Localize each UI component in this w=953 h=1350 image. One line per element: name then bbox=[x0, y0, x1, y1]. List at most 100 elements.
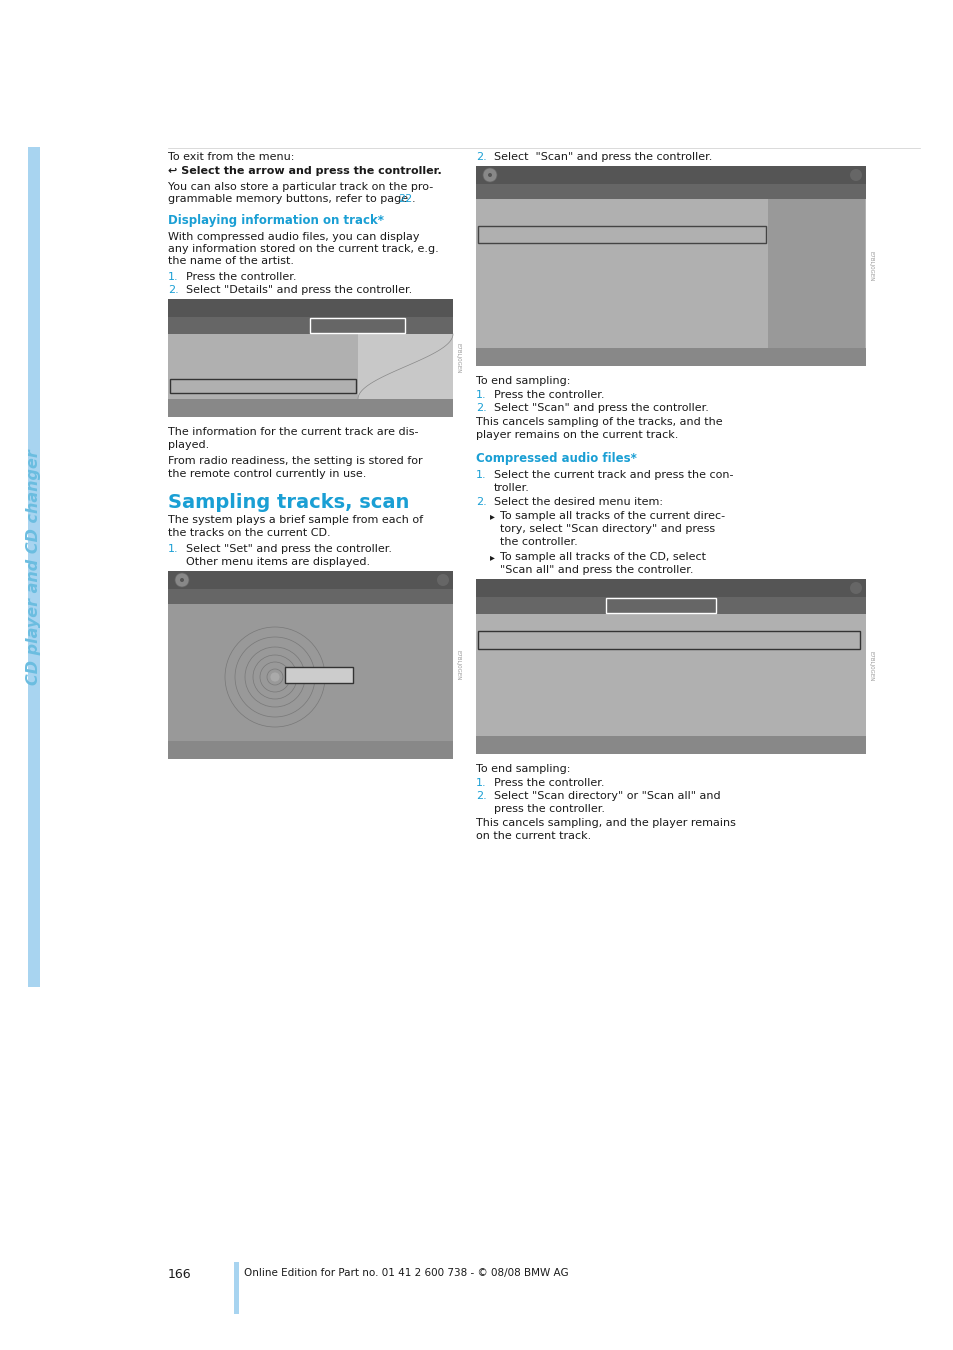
Text: To end sampling:: To end sampling: bbox=[476, 377, 570, 386]
Text: grammable memory buttons, refer to page: grammable memory buttons, refer to page bbox=[168, 194, 411, 204]
Circle shape bbox=[436, 574, 449, 586]
Text: tory, select "Scan directory" and press: tory, select "Scan directory" and press bbox=[499, 524, 715, 535]
Bar bbox=[476, 166, 865, 366]
Text: 1.: 1. bbox=[476, 778, 486, 788]
Text: ◆: ◆ bbox=[438, 574, 446, 585]
Text: Select "Details" and press the controller.: Select "Details" and press the controlle… bbox=[186, 285, 412, 296]
Text: Select the current track and press the con-: Select the current track and press the c… bbox=[494, 470, 733, 481]
Text: played.: played. bbox=[168, 440, 209, 450]
Text: Select "Scan directory" or "Scan all" and: Select "Scan directory" or "Scan all" an… bbox=[494, 791, 720, 801]
Text: ◆: ◆ bbox=[851, 169, 859, 180]
Bar bbox=[168, 571, 453, 589]
Text: 10: 10 bbox=[837, 202, 849, 212]
Text: 02: 02 bbox=[411, 641, 422, 649]
Text: ▴: ▴ bbox=[433, 350, 437, 359]
Circle shape bbox=[270, 672, 280, 682]
Text: 01: 01 bbox=[323, 670, 335, 679]
Text: Repeat track: Repeat track bbox=[172, 351, 235, 360]
Text: Select  "Scan" and press the controller.: Select "Scan" and press the controller. bbox=[494, 153, 712, 162]
Text: E7BLJ0GEN: E7BLJ0GEN bbox=[456, 343, 460, 373]
Text: 1.: 1. bbox=[168, 544, 178, 554]
Text: ▾: ▾ bbox=[847, 670, 853, 682]
Text: 00:00: 00:00 bbox=[411, 744, 438, 755]
Text: the name of the artist.: the name of the artist. bbox=[168, 256, 294, 266]
Text: Track 1: Track 1 bbox=[172, 744, 208, 755]
Circle shape bbox=[180, 578, 184, 582]
Text: Sampling tracks, scan: Sampling tracks, scan bbox=[168, 493, 409, 512]
Text: This cancels sampling of the tracks, and the: This cancels sampling of the tracks, and… bbox=[476, 417, 721, 427]
Bar bbox=[168, 298, 453, 417]
Text: Select "Set" and press the controller.: Select "Set" and press the controller. bbox=[186, 544, 392, 554]
Text: 005 Track 5: 005 Track 5 bbox=[480, 738, 537, 749]
Bar bbox=[357, 333, 453, 400]
Text: This cancels sampling, and the player remains: This cancels sampling, and the player re… bbox=[476, 818, 735, 828]
Bar bbox=[233, 1262, 239, 1314]
Text: ◂ CD ▸: ◂ CD ▸ bbox=[295, 591, 324, 599]
Text: Compressed audio files*: Compressed audio files* bbox=[476, 452, 637, 464]
Bar bbox=[476, 198, 865, 348]
Text: E7BLJ0GEN: E7BLJ0GEN bbox=[456, 649, 460, 680]
Text: 02: 02 bbox=[837, 279, 849, 290]
Bar bbox=[476, 184, 865, 198]
Text: Select the desired menu item:: Select the desired menu item: bbox=[494, 497, 662, 508]
Text: To end sampling:: To end sampling: bbox=[476, 764, 570, 774]
Text: To exit from the menu:: To exit from the menu: bbox=[168, 153, 294, 162]
Text: ▸ Directory 4: ▸ Directory 4 bbox=[608, 599, 666, 608]
Text: Select "Scan" and press the controller.: Select "Scan" and press the controller. bbox=[494, 404, 708, 413]
Text: Repeat: Repeat bbox=[481, 254, 518, 265]
Bar bbox=[170, 379, 355, 393]
Text: 166: 166 bbox=[168, 1268, 192, 1281]
Text: Press the controller.: Press the controller. bbox=[494, 778, 604, 788]
Text: Scan all: Scan all bbox=[481, 653, 522, 663]
Bar bbox=[767, 198, 864, 348]
Circle shape bbox=[482, 167, 497, 182]
Text: Displaying information on track*: Displaying information on track* bbox=[168, 215, 384, 227]
Text: 2.: 2. bbox=[476, 497, 486, 508]
Text: 22: 22 bbox=[397, 194, 412, 204]
Text: You can also store a particular track on the pro-: You can also store a particular track on… bbox=[168, 182, 433, 192]
Bar bbox=[168, 298, 453, 317]
Text: "Scan all" and press the controller.: "Scan all" and press the controller. bbox=[499, 566, 693, 575]
Bar bbox=[476, 166, 865, 184]
Bar bbox=[476, 579, 865, 597]
Text: any information stored on the current track, e.g.: any information stored on the current tr… bbox=[168, 244, 438, 254]
Text: With compressed audio files, you can display: With compressed audio files, you can dis… bbox=[168, 232, 419, 242]
Text: ◂ CD ▸: ◂ CD ▸ bbox=[657, 186, 684, 194]
Text: 2.: 2. bbox=[476, 153, 486, 162]
Bar bbox=[476, 579, 865, 755]
Circle shape bbox=[849, 169, 862, 181]
Text: ▸ Root: ▸ Root bbox=[172, 319, 201, 328]
Bar bbox=[310, 319, 405, 333]
Text: ↩: ↩ bbox=[172, 302, 182, 312]
Bar bbox=[476, 736, 865, 755]
Bar bbox=[476, 348, 865, 366]
Text: ◂  CD  ▸: ◂ CD ▸ bbox=[193, 574, 230, 585]
Text: 1.: 1. bbox=[476, 470, 486, 481]
Text: ◂  CD  ▸: ◂ CD ▸ bbox=[652, 169, 689, 180]
Bar bbox=[476, 597, 865, 614]
Bar bbox=[477, 225, 765, 243]
Text: Track 5: Track 5 bbox=[480, 351, 516, 360]
Text: Random: Random bbox=[481, 279, 524, 290]
Text: the remote control currently in use.: the remote control currently in use. bbox=[168, 468, 366, 479]
Text: ↩: ↩ bbox=[480, 582, 489, 593]
Text: ▸: ▸ bbox=[490, 552, 495, 562]
Bar bbox=[168, 589, 453, 603]
Text: 00:00: 00:00 bbox=[821, 351, 848, 360]
Circle shape bbox=[174, 572, 189, 587]
Circle shape bbox=[488, 173, 492, 177]
Bar bbox=[168, 400, 453, 417]
Bar bbox=[168, 333, 453, 400]
Text: 01: 01 bbox=[837, 254, 849, 265]
Text: 11: 11 bbox=[837, 228, 849, 238]
Text: Scan: Scan bbox=[481, 228, 510, 238]
Text: Press the controller.: Press the controller. bbox=[494, 390, 604, 400]
Text: ▸: ▸ bbox=[490, 512, 495, 521]
Text: The system plays a brief sample from each of: The system plays a brief sample from eac… bbox=[168, 514, 423, 525]
Text: E7BLJ0GEN: E7BLJ0GEN bbox=[868, 251, 873, 281]
Text: E7BLJ0GEN: E7BLJ0GEN bbox=[868, 651, 873, 682]
Text: Other menu items are displayed.: Other menu items are displayed. bbox=[186, 558, 370, 567]
Text: 1.: 1. bbox=[168, 271, 178, 282]
Text: ▴: ▴ bbox=[422, 605, 428, 616]
Text: ▾: ▾ bbox=[422, 649, 428, 659]
